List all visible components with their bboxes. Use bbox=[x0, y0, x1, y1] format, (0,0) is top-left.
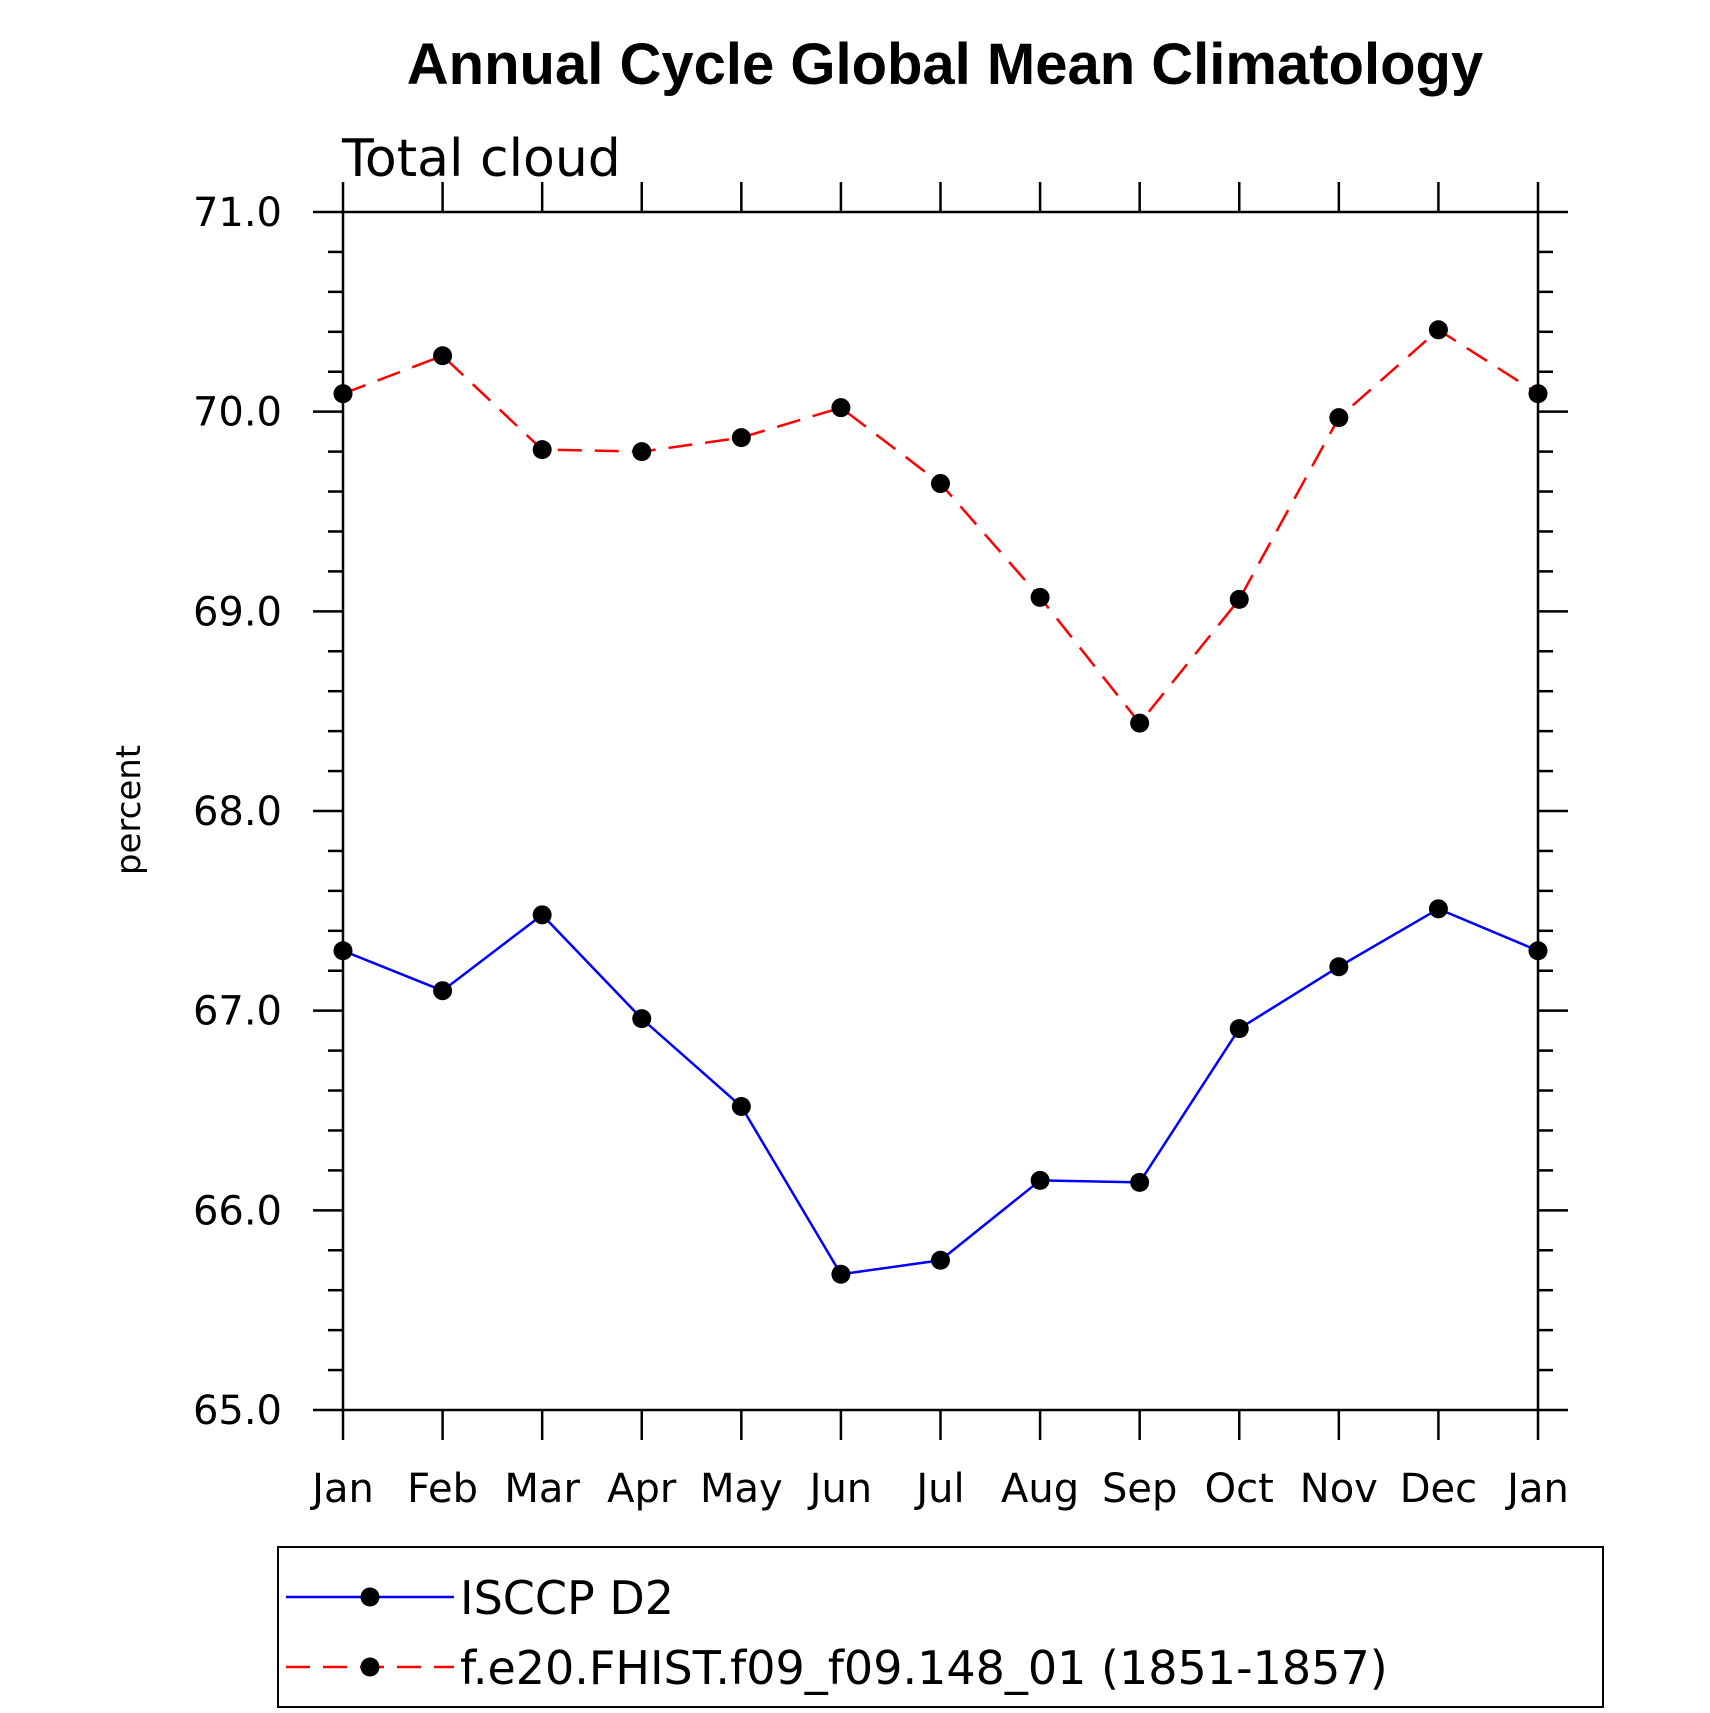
legend: ISCCP D2 f.e20.FHIST.f09_f09.148_01 (1851… bbox=[277, 1546, 1604, 1708]
legend-items: ISCCP D2 f.e20.FHIST.f09_f09.148_01 (1851… bbox=[286, 1571, 1388, 1695]
y-tick-label: 66.0 bbox=[193, 1188, 282, 1234]
data-point bbox=[1528, 941, 1548, 961]
y-tick-label: 69.0 bbox=[193, 589, 282, 635]
x-tick-label: Nov bbox=[1300, 1466, 1378, 1512]
data-point bbox=[632, 1009, 652, 1029]
data-point bbox=[532, 905, 552, 925]
x-tick-label: Dec bbox=[1400, 1466, 1477, 1512]
data-point bbox=[1428, 899, 1448, 919]
chart-subtitle: Total cloud bbox=[341, 129, 621, 189]
data-point bbox=[532, 440, 552, 460]
data-point bbox=[1130, 1172, 1150, 1192]
x-tick-label: Jun bbox=[807, 1466, 873, 1512]
data-point bbox=[731, 428, 751, 448]
data-point bbox=[1229, 1019, 1249, 1039]
data-point bbox=[1130, 713, 1150, 733]
axes: Jan Feb Mar Apr May Jun Jul Aug Sep Oct Nov Dec Jan 6… bbox=[193, 182, 1569, 1512]
legend-marker bbox=[360, 1587, 380, 1607]
x-tick-label: Mar bbox=[504, 1466, 580, 1512]
chart-title: Annual Cycle Global Mean Climatology bbox=[407, 32, 1483, 97]
data-point bbox=[1030, 587, 1050, 607]
x-tick-label: Feb bbox=[407, 1466, 478, 1512]
data-point bbox=[632, 442, 652, 462]
data-point bbox=[433, 346, 453, 366]
data-point bbox=[831, 398, 851, 418]
plot-frame bbox=[341, 210, 1540, 1412]
series-layer bbox=[333, 320, 1548, 1284]
y-tick-label: 65.0 bbox=[193, 1388, 282, 1434]
data-point bbox=[1329, 957, 1349, 977]
data-point bbox=[831, 1264, 851, 1284]
legend-label-2: f.e20.FHIST.f09_f09.148_01 (1851-1857) bbox=[460, 1641, 1388, 1695]
x-tick-label: Jan bbox=[309, 1466, 374, 1512]
data-point bbox=[931, 474, 950, 494]
x-tick-label: Sep bbox=[1102, 1466, 1177, 1512]
y-tick-label: 71.0 bbox=[193, 190, 282, 236]
x-tick-label: Jul bbox=[913, 1466, 964, 1512]
y-tick-label: 68.0 bbox=[193, 789, 282, 835]
data-point bbox=[433, 981, 453, 1001]
data-point bbox=[1030, 1170, 1050, 1190]
legend-label-1: ISCCP D2 bbox=[460, 1571, 674, 1625]
series-line-1 bbox=[342, 907, 1539, 1276]
data-point bbox=[1329, 408, 1349, 428]
legend-box bbox=[277, 1546, 1604, 1708]
data-point bbox=[1528, 384, 1548, 404]
data-point bbox=[731, 1097, 751, 1117]
data-point bbox=[333, 384, 353, 404]
x-tick-label: Apr bbox=[607, 1466, 677, 1512]
data-point bbox=[1428, 320, 1448, 340]
y-axis-label: percent bbox=[109, 745, 149, 875]
data-point bbox=[1229, 589, 1249, 609]
x-tick-label: Jan bbox=[1504, 1466, 1569, 1512]
data-point bbox=[333, 941, 353, 961]
y-tick-label: 67.0 bbox=[193, 989, 282, 1035]
y-tick-label: 70.0 bbox=[193, 390, 282, 436]
data-point bbox=[931, 1250, 950, 1270]
series-line-2 bbox=[342, 328, 1539, 726]
x-tick-label: May bbox=[700, 1466, 783, 1512]
legend-marker bbox=[360, 1657, 380, 1677]
x-tick-label: Aug bbox=[1001, 1466, 1079, 1512]
x-tick-label: Oct bbox=[1205, 1466, 1274, 1512]
